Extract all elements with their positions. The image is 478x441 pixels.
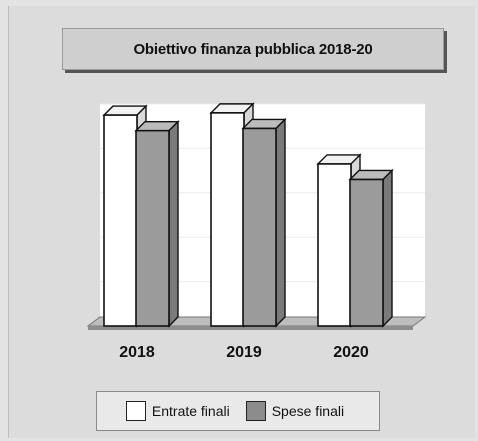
bar-front-face [103,114,138,327]
bar-front-face [349,178,384,327]
legend: Entrate finali Spese finali [96,391,380,431]
bar-side-face [275,117,286,328]
chart-floor-edge [88,326,413,330]
bar-side-face [382,168,393,328]
bar-spese-finali-2020 [348,168,394,328]
x-tick-label-2018: 2018 [119,344,155,361]
chart-title-box: Obiettivo finanza pubblica 2018-20 [62,28,444,70]
x-tick-labels: 2018 2019 2020 [119,344,369,361]
bars-group [102,102,394,328]
legend-swatch-entrate [125,401,146,421]
bar-front-face [242,127,277,327]
chart-title: Obiettivo finanza pubblica 2018-20 [133,40,373,58]
bar-front-face [317,163,352,327]
bar-spese-finali-2018 [134,119,180,328]
x-tick-label-2020: 2020 [333,344,369,361]
bar-front-face [135,129,170,327]
legend-label-spese: Spese finali [271,403,345,419]
legend-item-spese: Spese finali [245,401,350,421]
bar-front-face [210,112,245,327]
legend-label-entrate: Entrate finali [151,403,230,419]
bar-spese-finali-2019 [241,117,287,328]
legend-item-entrate: Entrate finali [125,401,236,421]
legend-swatch-spese [245,401,266,421]
x-tick-label-2019: 2019 [226,344,262,361]
bar-side-face [168,119,179,328]
